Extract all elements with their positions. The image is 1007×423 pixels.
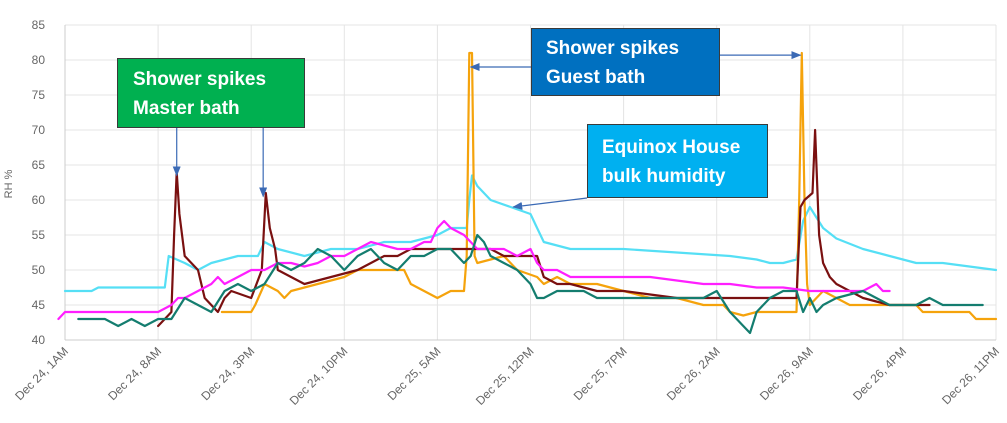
x-tick-label: Dec 24, 8AM [105,344,164,403]
y-tick-label: 80 [32,53,46,67]
annotation-master-line-1: Shower spikes [133,69,267,90]
x-tick-label: Dec 24, 1AM [12,344,71,403]
annotation-guest-line-1: Shower spikes [546,38,680,59]
series-line-5 [77,233,984,335]
y-tick-label: 75 [32,88,46,102]
annotation-bulk-line-1: Equinox House [602,137,741,158]
y-tick-label: 70 [32,123,46,137]
x-tick-label: Dec 25, 7PM [571,344,630,403]
y-tick-label: 65 [32,158,46,172]
y-tick-label: 85 [32,18,46,32]
annotation-arrow-bulk [512,197,588,210]
annotation-guest-bath: Shower spikes Guest bath [531,28,720,96]
y-tick-label: 40 [32,333,46,347]
x-tick-label: Dec 24, 10PM [287,344,351,408]
x-tick-label: Dec 26, 11PM [939,344,1002,407]
x-tick-label: Dec 25, 12PM [473,344,537,408]
y-tick-label: 50 [32,263,46,277]
y-tick-label: 45 [32,298,46,312]
annotation-bulk-line-2: bulk humidity [602,166,726,187]
x-tick-label: Dec 26, 9AM [757,344,816,403]
series-line-4 [57,219,891,321]
series-line-2 [220,51,998,321]
annotation-bulk-humidity: Equinox House bulk humidity [587,124,768,198]
x-tick-label: Dec 24, 3PM [198,344,257,403]
annotation-arrows [172,51,802,210]
x-tick-label: Dec 25, 5AM [385,344,444,403]
series-line-1 [63,174,998,293]
x-tick-label: Dec 26, 2AM [664,344,723,403]
annotation-guest-line-2: Guest bath [546,67,646,88]
series-line-3 [157,128,931,328]
x-tick-label: Dec 26, 4PM [850,344,909,403]
series-lines [57,51,998,335]
annotation-master-bath: Shower spikes Master bath [117,58,305,128]
y-tick-label: 55 [32,228,46,242]
y-tick-label: 60 [32,193,46,207]
y-axis-label: RH % [3,169,15,198]
annotation-master-line-2: Master bath [133,98,240,119]
